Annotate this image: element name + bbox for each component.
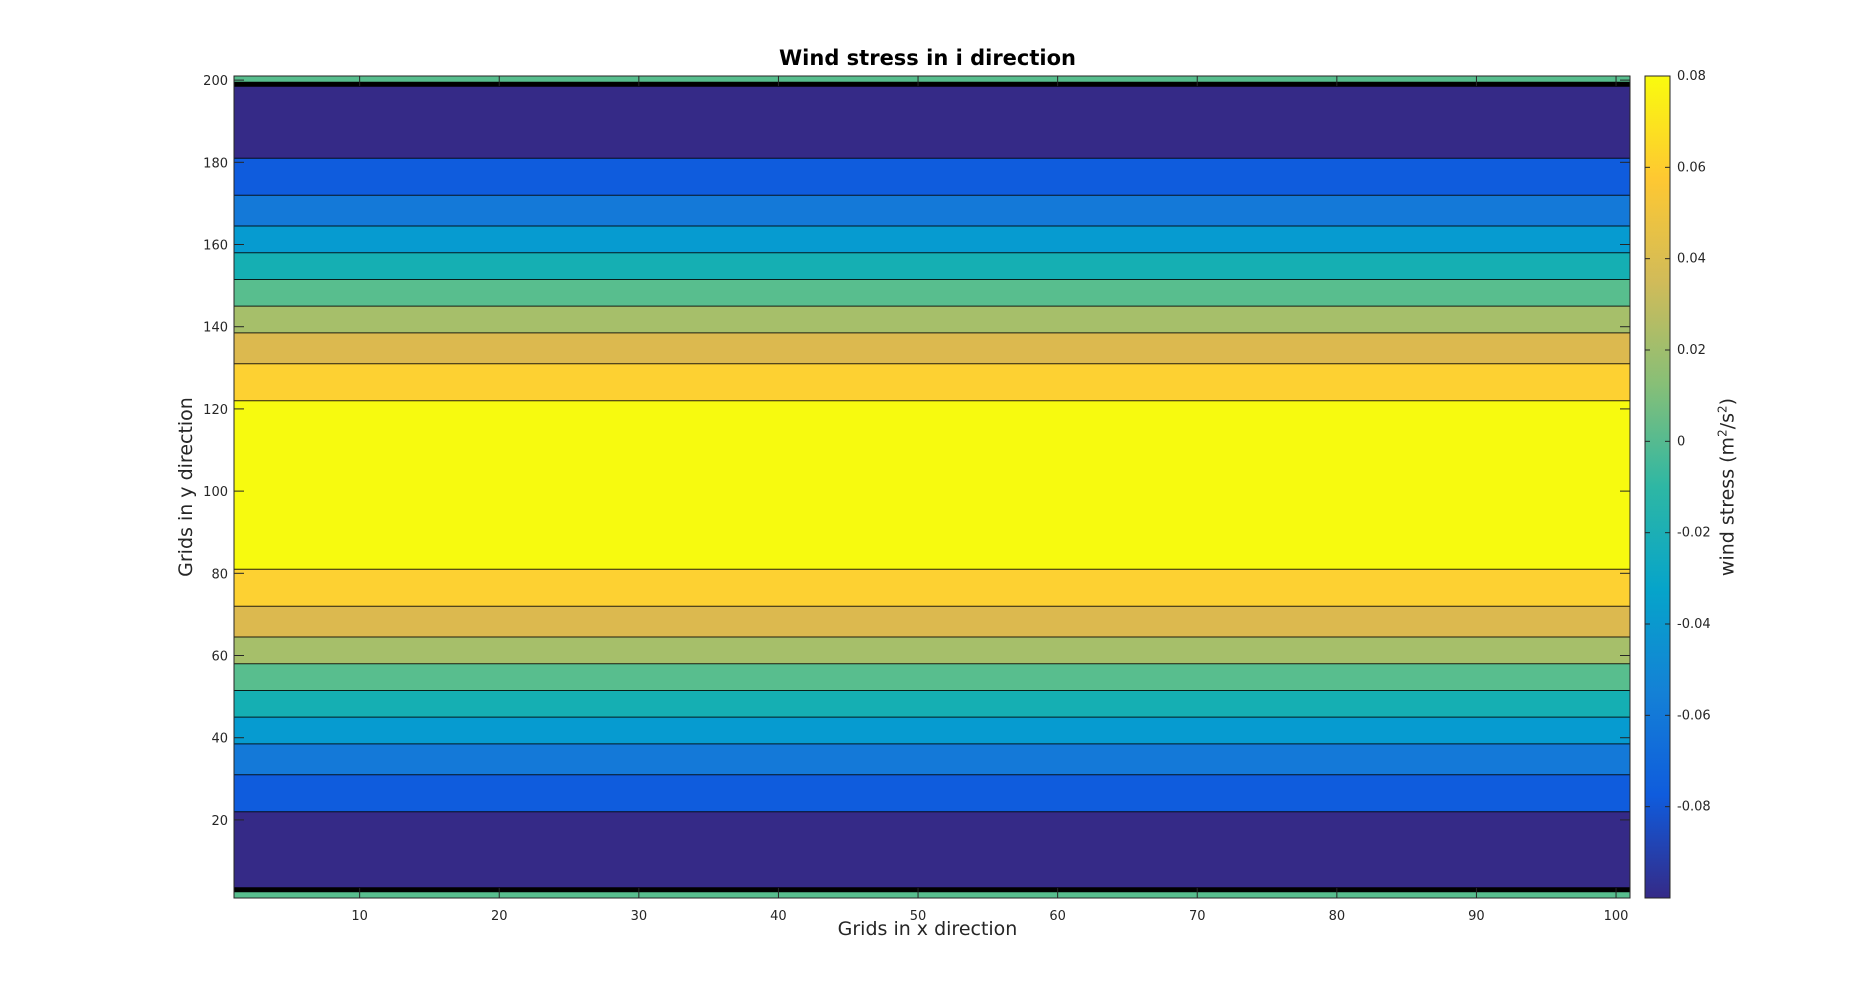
y-tick-label-9: 200: [203, 74, 228, 89]
x-tick-label-2: 30: [631, 909, 648, 924]
y-tick-label-6: 140: [203, 321, 228, 336]
contour-band-18: [234, 158, 1630, 196]
chart-title: Wind stress in i direction: [779, 46, 1076, 70]
colorbar-tick-label-4: 0: [1677, 434, 1685, 449]
y-tick-label-4: 100: [203, 485, 228, 500]
colorbar-tick-label-5: 0.02: [1677, 343, 1706, 358]
colorbar-label-mid: /s: [1716, 412, 1739, 430]
colorbar-label-prefix: wind stress (m: [1716, 436, 1739, 577]
x-tick-label-7: 80: [1329, 909, 1346, 924]
contour-band-10: [234, 400, 1630, 570]
colorbar-label-sup1: 2: [1715, 429, 1730, 437]
contour-band-13: [234, 306, 1630, 333]
colorbar-label-sup2: 2: [1715, 405, 1730, 413]
contour-band-8: [234, 606, 1630, 638]
x-tick-label-9: 100: [1604, 909, 1629, 924]
contour-band-9: [234, 569, 1630, 607]
contour-bands: [234, 76, 1630, 898]
y-tick-label-0: 20: [211, 814, 228, 829]
colorbar-ticks: -0.08 -0.06 -0.04 -0.02 0 0.02 0.04 0.06 0.08: [1645, 69, 1711, 815]
contour-band-14: [234, 279, 1630, 307]
x-tick-label-4: 50: [910, 909, 927, 924]
contour-band-1: [234, 811, 1630, 890]
x-axis-ticks: 10 20 30 40 50 60 70 80 90 100: [351, 76, 1628, 924]
colorbar-tick-label-3: -0.02: [1677, 526, 1711, 541]
contour-band-20: [234, 76, 1630, 85]
contour-band-2: [234, 774, 1630, 812]
colorbar-tick-label-1: -0.06: [1677, 708, 1711, 723]
y-tick-label-3: 80: [211, 567, 228, 582]
contour-lines: [234, 81, 1630, 893]
y-axis-label: Grids in y direction: [175, 397, 197, 577]
y-tick-label-7: 160: [203, 239, 228, 254]
y-tick-label-8: 180: [203, 156, 228, 171]
contour-band-15: [234, 252, 1630, 280]
x-tick-label-8: 90: [1468, 909, 1485, 924]
colorbar-tick-label-7: 0.06: [1677, 160, 1706, 175]
y-axis-ticks: 20 40 60 80 100 120 140 160 180 200: [203, 74, 1630, 829]
colorbar-label: wind stress (m2/s2): [1715, 398, 1738, 576]
contour-band-6: [234, 663, 1630, 691]
colorbar-tick-label-0: -0.08: [1677, 800, 1711, 815]
y-tick-label-2: 60: [211, 650, 228, 665]
colorbar-tick-label-8: 0.08: [1677, 69, 1706, 84]
contour-band-3: [234, 743, 1630, 775]
x-tick-label-6: 70: [1189, 909, 1206, 924]
x-tick-label-5: 60: [1049, 909, 1066, 924]
x-axis-label: Grids in x direction: [837, 918, 1018, 940]
contour-band-5: [234, 690, 1630, 718]
colorbar-label-suffix: ): [1716, 397, 1739, 406]
x-tick-label-1: 20: [491, 909, 508, 924]
contour-band-4: [234, 717, 1630, 744]
contour-band-7: [234, 637, 1630, 664]
contour-band-12: [234, 332, 1630, 364]
colorbar-tick-label-6: 0.04: [1677, 252, 1706, 267]
contour-band-0: [234, 889, 1630, 898]
colorbar-tick-label-2: -0.04: [1677, 617, 1711, 632]
x-tick-label-3: 40: [770, 909, 787, 924]
y-tick-label-1: 40: [211, 732, 228, 747]
contour-band-19: [234, 84, 1630, 159]
x-tick-label-0: 10: [351, 909, 368, 924]
colorbar-gradient: [1644, 75, 1671, 899]
contour-band-16: [234, 226, 1630, 253]
y-tick-label-5: 120: [203, 403, 228, 418]
plot-area-frame: [233, 75, 1631, 899]
colorbar: [1644, 75, 1671, 899]
contour-band-11: [234, 363, 1630, 401]
contour-band-17: [234, 195, 1630, 227]
